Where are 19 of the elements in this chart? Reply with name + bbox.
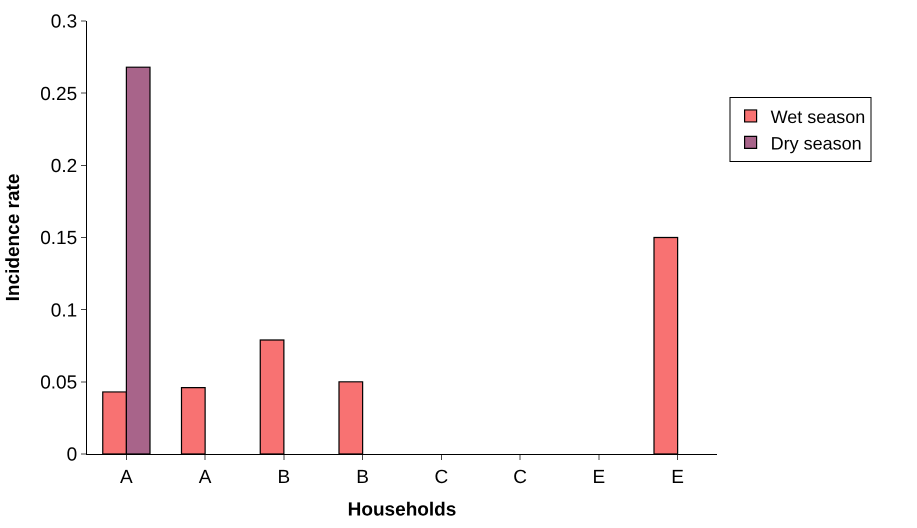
x-tick-label: A — [198, 466, 212, 488]
y-tick-label: 0.05 — [40, 372, 78, 394]
x-tick-label: B — [356, 466, 369, 488]
y-tick-label: 0.25 — [40, 84, 78, 105]
y-tick-label: 0.3 — [50, 12, 78, 33]
x-tick-label: C — [434, 466, 448, 488]
x-tick-label: A — [120, 466, 134, 488]
y-tick-label: 0.2 — [50, 156, 78, 177]
x-tick-label: E — [592, 466, 606, 488]
legend-label: Dry season — [770, 133, 862, 154]
y-tick-label: 0 — [66, 444, 78, 466]
y-tick-label: 0.1 — [50, 300, 78, 322]
x-tick-label: E — [671, 466, 684, 488]
y-axis-title: Incidence rate — [3, 174, 24, 302]
x-tick-label: B — [278, 466, 290, 488]
legend-label: Wet season — [770, 106, 866, 127]
x-axis-title: Households — [348, 500, 456, 521]
x-tick-label: C — [513, 466, 527, 488]
y-tick-label: 0.15 — [40, 228, 78, 250]
